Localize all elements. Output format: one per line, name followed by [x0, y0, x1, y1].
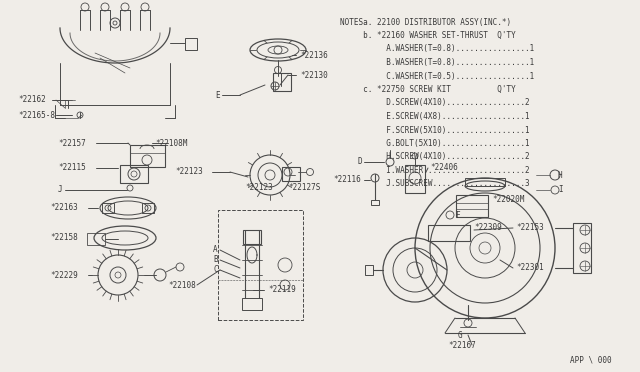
Text: *22301: *22301 [516, 263, 544, 273]
Bar [465, 178, 505, 186]
Bar [456, 195, 488, 217]
Bar [273, 73, 291, 91]
Text: *22123: *22123 [175, 167, 203, 176]
Text: G: G [458, 330, 463, 340]
Text: F: F [455, 211, 460, 219]
Text: *22108: *22108 [168, 280, 196, 289]
Text: *22167: *22167 [448, 340, 476, 350]
Text: *22162: *22162 [18, 96, 45, 105]
Text: G.BOLT(5X10)..................1: G.BOLT(5X10)..................1 [340, 139, 530, 148]
Bar [242, 298, 262, 310]
Text: *22136: *22136 [300, 51, 328, 60]
Text: H: H [558, 170, 563, 180]
Text: *22406: *22406 [430, 164, 458, 173]
Text: I: I [558, 186, 563, 195]
Text: D: D [358, 157, 363, 167]
Bar [102, 203, 114, 213]
Text: NOTESa. 22100 DISTRIBUTOR ASSY(INC.*): NOTESa. 22100 DISTRIBUTOR ASSY(INC.*) [340, 17, 511, 26]
Text: *22153: *22153 [516, 224, 544, 232]
Text: *22115: *22115 [58, 164, 86, 173]
Bar [428, 225, 470, 241]
Text: *22229: *22229 [50, 270, 77, 279]
Text: APP \ 000: APP \ 000 [570, 356, 612, 365]
Bar [371, 200, 379, 205]
Bar [365, 265, 373, 275]
Text: *22108M: *22108M [155, 138, 188, 148]
Text: J: J [58, 186, 63, 195]
Text: *22309: *22309 [474, 224, 502, 232]
Text: E: E [215, 90, 220, 99]
Text: *22123: *22123 [245, 183, 273, 192]
Text: J.SUBSCREW....................3: J.SUBSCREW....................3 [340, 180, 530, 189]
Bar [405, 165, 425, 193]
Bar [185, 38, 197, 50]
Bar [87, 233, 105, 245]
Bar [573, 223, 591, 273]
Text: A.WASHER(T=0.8)................1: A.WASHER(T=0.8)................1 [340, 45, 534, 54]
Text: c. *22750 SCREW KIT          Q'TY: c. *22750 SCREW KIT Q'TY [340, 85, 516, 94]
Text: *22119: *22119 [268, 285, 296, 295]
Text: C: C [213, 266, 218, 275]
Bar [120, 165, 148, 183]
Text: A: A [213, 246, 218, 254]
Text: B.WASHER(T=0.8)................1: B.WASHER(T=0.8)................1 [340, 58, 534, 67]
Text: *22165-8: *22165-8 [18, 110, 55, 119]
Text: b. *22160 WASHER SET-THRUST  Q'TY: b. *22160 WASHER SET-THRUST Q'TY [340, 31, 516, 40]
Bar [142, 203, 154, 213]
Text: *22157: *22157 [58, 138, 86, 148]
Bar [243, 230, 261, 244]
Text: E.SCREW(4X8)..................1: E.SCREW(4X8)..................1 [340, 112, 530, 121]
Bar [218, 210, 303, 320]
Text: D.SCREW(4X10).................2: D.SCREW(4X10).................2 [340, 99, 530, 108]
Bar [130, 145, 165, 167]
Text: F.SCREW(5X10).................1: F.SCREW(5X10).................1 [340, 125, 530, 135]
Text: I.WASHER......................2: I.WASHER......................2 [340, 166, 530, 175]
Text: *22158: *22158 [50, 234, 77, 243]
Text: C.WASHER(T=0.5)................1: C.WASHER(T=0.5)................1 [340, 71, 534, 80]
Text: *22020M: *22020M [492, 196, 524, 205]
Text: H.SCREW(4X10).................2: H.SCREW(4X10).................2 [340, 153, 530, 161]
Text: *22163: *22163 [50, 203, 77, 212]
Text: *22127S: *22127S [288, 183, 321, 192]
Bar [282, 167, 300, 181]
Text: B: B [213, 256, 218, 264]
Text: *22116: *22116 [333, 176, 361, 185]
Text: *22130: *22130 [300, 71, 328, 80]
